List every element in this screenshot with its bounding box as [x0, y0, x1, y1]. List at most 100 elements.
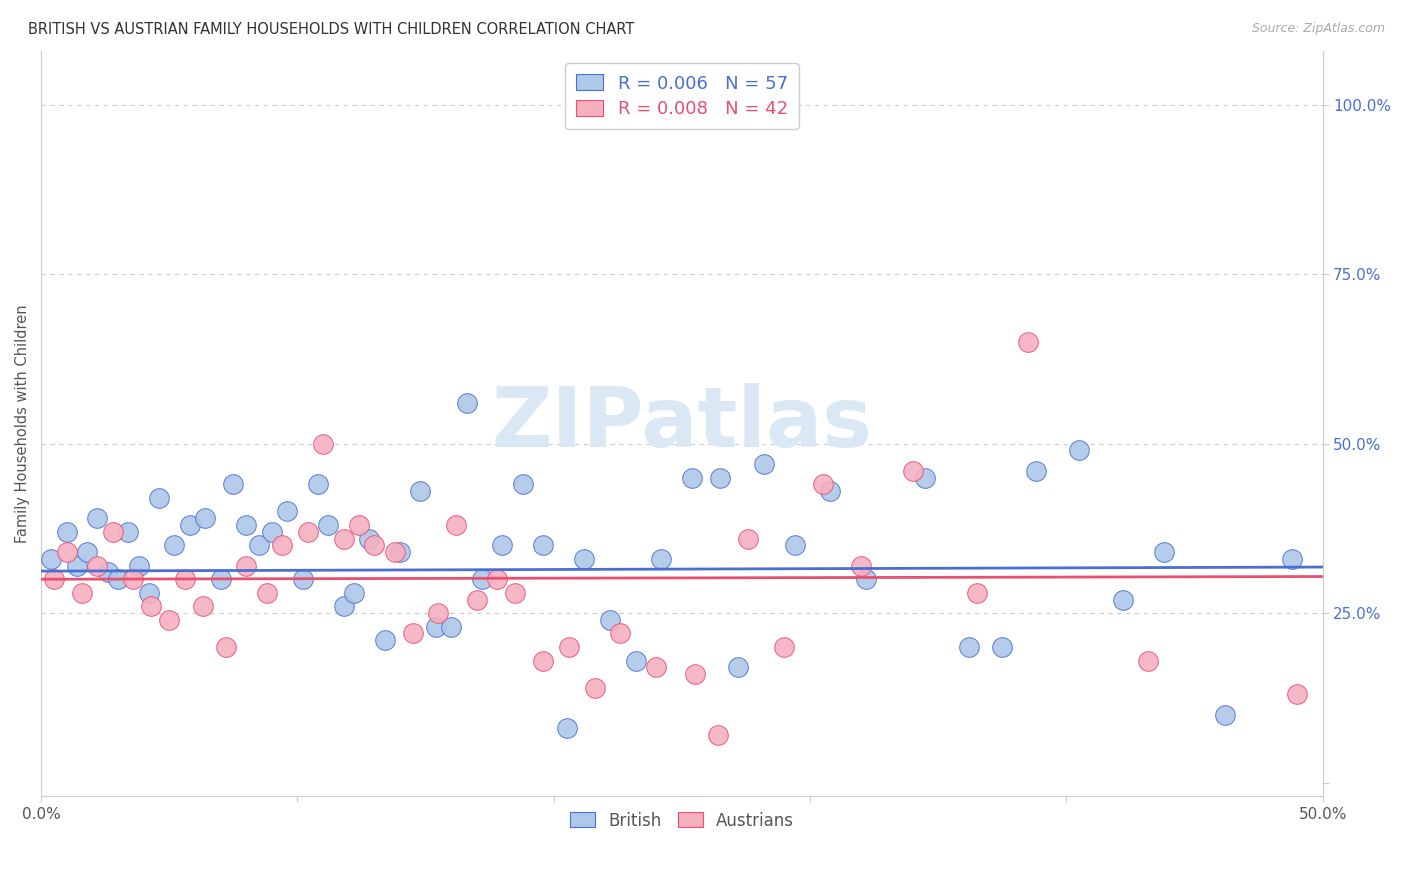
Point	[851, 558, 873, 573]
Point	[486, 572, 509, 586]
Point	[222, 477, 245, 491]
Point	[650, 552, 672, 566]
Point	[555, 722, 578, 736]
Point	[558, 640, 581, 654]
Point	[276, 504, 298, 518]
Point	[966, 586, 988, 600]
Point	[599, 613, 621, 627]
Point	[179, 518, 201, 533]
Point	[157, 613, 180, 627]
Point	[1137, 654, 1160, 668]
Point	[409, 484, 432, 499]
Point	[1025, 464, 1047, 478]
Point	[709, 470, 731, 484]
Point	[1285, 688, 1308, 702]
Point	[681, 470, 703, 484]
Point	[456, 396, 478, 410]
Point	[388, 545, 411, 559]
Point	[512, 477, 534, 491]
Point	[235, 558, 257, 573]
Point	[173, 572, 195, 586]
Text: BRITISH VS AUSTRIAN FAMILY HOUSEHOLDS WITH CHILDREN CORRELATION CHART: BRITISH VS AUSTRIAN FAMILY HOUSEHOLDS WI…	[28, 22, 634, 37]
Point	[97, 566, 120, 580]
Point	[260, 524, 283, 539]
Point	[214, 640, 236, 654]
Point	[163, 538, 186, 552]
Legend: British, Austrians: British, Austrians	[562, 805, 801, 836]
Point	[820, 484, 842, 499]
Point	[465, 592, 488, 607]
Point	[312, 436, 335, 450]
Point	[42, 572, 65, 586]
Point	[191, 599, 214, 614]
Point	[425, 620, 447, 634]
Point	[624, 654, 647, 668]
Point	[503, 586, 526, 600]
Point	[55, 524, 77, 539]
Point	[1153, 545, 1175, 559]
Point	[752, 457, 775, 471]
Point	[914, 470, 936, 484]
Point	[491, 538, 513, 552]
Point	[363, 538, 385, 552]
Point	[991, 640, 1014, 654]
Point	[347, 518, 370, 533]
Text: ZIPatlas: ZIPatlas	[491, 383, 872, 464]
Point	[66, 558, 89, 573]
Point	[209, 572, 232, 586]
Point	[101, 524, 124, 539]
Point	[128, 558, 150, 573]
Point	[332, 599, 354, 614]
Point	[609, 626, 631, 640]
Point	[811, 477, 834, 491]
Point	[76, 545, 98, 559]
Point	[235, 518, 257, 533]
Point	[533, 654, 555, 668]
Point	[70, 586, 93, 600]
Point	[148, 491, 170, 505]
Point	[773, 640, 796, 654]
Point	[86, 558, 108, 573]
Text: Source: ZipAtlas.com: Source: ZipAtlas.com	[1251, 22, 1385, 36]
Point	[307, 477, 329, 491]
Point	[41, 552, 63, 566]
Point	[316, 518, 339, 533]
Point	[446, 518, 468, 533]
Point	[291, 572, 314, 586]
Point	[86, 511, 108, 525]
Point	[359, 532, 381, 546]
Point	[122, 572, 145, 586]
Point	[706, 728, 728, 742]
Y-axis label: Family Households with Children: Family Households with Children	[15, 304, 30, 542]
Point	[1017, 334, 1039, 349]
Point	[271, 538, 294, 552]
Point	[343, 586, 366, 600]
Point	[332, 532, 354, 546]
Point	[55, 545, 77, 559]
Point	[783, 538, 806, 552]
Point	[194, 511, 217, 525]
Point	[533, 538, 555, 552]
Point	[1111, 592, 1133, 607]
Point	[901, 464, 924, 478]
Point	[141, 599, 163, 614]
Point	[247, 538, 270, 552]
Point	[374, 633, 396, 648]
Point	[384, 545, 406, 559]
Point	[297, 524, 319, 539]
Point	[427, 606, 450, 620]
Point	[256, 586, 278, 600]
Point	[402, 626, 425, 640]
Point	[727, 660, 749, 674]
Point	[855, 572, 877, 586]
Point	[683, 667, 706, 681]
Point	[574, 552, 596, 566]
Point	[117, 524, 139, 539]
Point	[1213, 707, 1236, 722]
Point	[1067, 443, 1090, 458]
Point	[471, 572, 494, 586]
Point	[583, 681, 606, 695]
Point	[737, 532, 759, 546]
Point	[138, 586, 160, 600]
Point	[957, 640, 980, 654]
